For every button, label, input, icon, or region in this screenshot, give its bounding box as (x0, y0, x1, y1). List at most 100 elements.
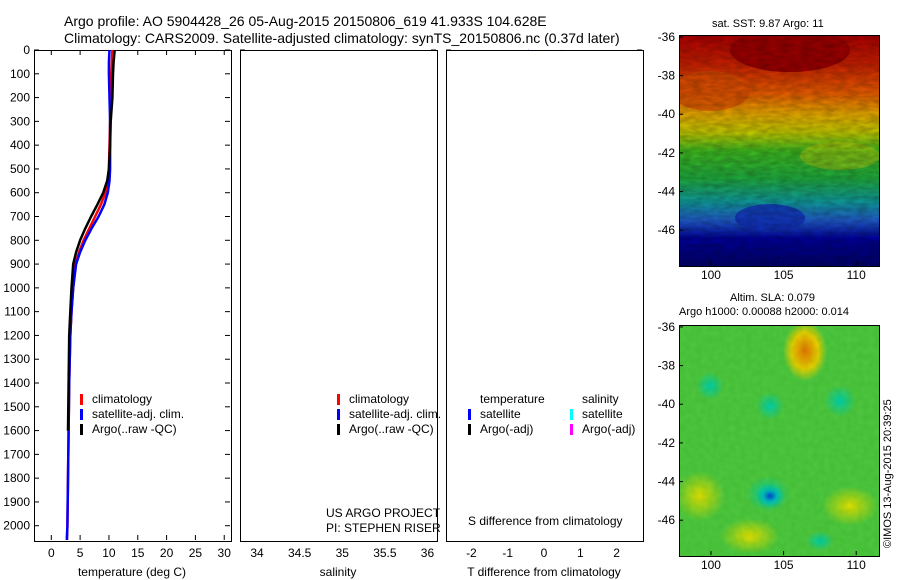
temperature-xtick-label: 15 (131, 546, 145, 560)
salinity-xtick-label: 34.5 (288, 546, 312, 560)
temperature-xtick-label: 25 (189, 546, 203, 560)
salinity-panel (240, 50, 438, 542)
sst-xtick-label: 105 (774, 268, 794, 282)
legend-item-argo: Argo(..raw -QC) (337, 422, 441, 437)
difference-xtick-label: -1 (502, 546, 513, 560)
legend-item-climatology: climatology (337, 392, 441, 407)
legend-item-satellite: satellite-adj. clim. (337, 407, 441, 422)
depth-tick-label: 1500 (3, 400, 30, 414)
salinity-legend: climatology satellite-adj. clim. Argo(..… (337, 392, 441, 437)
depth-tick-label: 1800 (3, 471, 30, 485)
sla-map (679, 325, 880, 557)
legend-item-satellite: satellite-adj. clim. (80, 407, 184, 422)
temperature-xtick-label: 0 (48, 546, 55, 560)
difference-axis-label: T difference from climatology (467, 565, 621, 579)
depth-tick-label: 300 (10, 114, 30, 128)
legend-swatch (337, 394, 340, 405)
legend-label: Argo(-adj) (582, 422, 636, 436)
depth-tick-label: 1200 (3, 328, 30, 342)
temperature-series-line (66, 49, 116, 431)
sst-ytick-label: -38 (658, 69, 676, 83)
sla-xtick-label: 100 (701, 558, 721, 572)
sst-map (679, 35, 880, 267)
temperature-xtick-label: 5 (77, 546, 84, 560)
legend-label: satellite (480, 407, 521, 421)
sla-ytick-label: -36 (658, 320, 676, 334)
sst-ytick-label: -44 (658, 185, 676, 199)
legend-swatch (337, 424, 340, 435)
legend-label: climatology (92, 392, 153, 406)
depth-tick-label: 1600 (3, 424, 30, 438)
depth-tick-label: 1900 (3, 495, 30, 509)
sst-ytick-label: -36 (658, 30, 676, 44)
salinity-xtick-label: 34 (250, 546, 264, 560)
difference-legend-salinity: salinity satellite Argo(-adj) (570, 392, 635, 437)
depth-tick-label: 200 (10, 91, 30, 105)
depth-tick-label: 0 (23, 43, 30, 57)
temperature-xtick-label: 10 (102, 546, 116, 560)
legend-swatch (80, 394, 83, 405)
salinity-xtick-label: 35.5 (373, 546, 397, 560)
legend-item-argo: Argo(..raw -QC) (80, 422, 184, 437)
difference-legend-temperature: temperature satellite Argo(-adj) (468, 392, 545, 437)
legend-label: satellite-adj. clim. (349, 407, 442, 421)
pi-label: PI: STEPHEN RISER (326, 521, 441, 535)
legend-item-t-satellite: satellite (468, 407, 545, 422)
legend-label: Argo(..raw -QC) (92, 422, 177, 436)
legend-item-s-satellite: satellite (570, 407, 635, 422)
sla-xtick-label: 105 (774, 558, 794, 572)
legend-label: Argo(-adj) (480, 422, 534, 436)
sla-xtick-label: 110 (847, 558, 866, 572)
legend-item-t-argo: Argo(-adj) (468, 422, 545, 437)
legend-swatch (337, 409, 340, 420)
title-line-1: Argo profile: AO 5904428_26 05-Aug-2015 … (64, 13, 547, 29)
depth-tick-label: 600 (10, 186, 30, 200)
s-difference-label: S difference from climatology (468, 514, 623, 528)
legend-item-s-argo: Argo(-adj) (570, 422, 635, 437)
salinity-axis-label: salinity (319, 565, 357, 579)
sla-ytick-label: -44 (658, 475, 676, 489)
difference-xtick-label: 1 (577, 546, 584, 560)
sla-ytick-label: -38 (658, 359, 676, 373)
legend-label: climatology (349, 392, 410, 406)
legend-swatch (570, 409, 573, 420)
temperature-legend: climatology satellite-adj. clim. Argo(..… (80, 392, 184, 437)
legend-swatch (80, 409, 83, 420)
legend-label: Argo(..raw -QC) (349, 422, 434, 436)
legend-swatch (468, 424, 471, 435)
sla-map-caption: Altim. SLA: 0.079 (730, 292, 815, 304)
depth-tick-label: 1400 (3, 376, 30, 390)
depth-tick-label: 1300 (3, 352, 30, 366)
legend-label: satellite-adj. clim. (92, 407, 185, 421)
legend-swatch (570, 424, 573, 435)
title-line-2: Climatology: CARS2009. Satellite-adjuste… (64, 30, 620, 46)
sla-map-caption-2: Argo h1000: 0.00088 h2000: 0.014 (679, 306, 850, 318)
legend-heading: salinity (570, 392, 635, 407)
depth-tick-label: 1000 (3, 281, 30, 295)
salinity-xtick-label: 35 (336, 546, 350, 560)
legend-heading: temperature (468, 392, 545, 407)
difference-xtick-label: 0 (541, 546, 548, 560)
depth-tick-label: 2000 (3, 519, 30, 533)
sst-map-image (680, 36, 879, 266)
depth-tick-label: 800 (10, 233, 30, 247)
depth-tick-label: 500 (10, 162, 30, 176)
sst-ytick-label: -46 (658, 223, 676, 237)
depth-tick-label: 100 (10, 67, 30, 81)
sst-ytick-label: -40 (658, 107, 676, 121)
project-label: US ARGO PROJECT (326, 506, 441, 520)
depth-tick-label: 700 (10, 210, 30, 224)
difference-xtick-label: -2 (466, 546, 477, 560)
sla-map-image (680, 326, 879, 556)
difference-xtick-label: 2 (613, 546, 620, 560)
credit-label: ©IMOS 13-Aug-2015 20:39:25 (882, 399, 894, 548)
temperature-xtick-label: 20 (160, 546, 174, 560)
temperature-axis-label: temperature (deg C) (77, 565, 187, 579)
salinity-xtick-label: 36 (421, 546, 435, 560)
legend-label: satellite (582, 407, 623, 421)
legend-swatch (80, 424, 83, 435)
sla-ytick-label: -46 (658, 513, 676, 527)
difference-panel (446, 50, 644, 542)
legend-label: temperature (480, 392, 545, 406)
